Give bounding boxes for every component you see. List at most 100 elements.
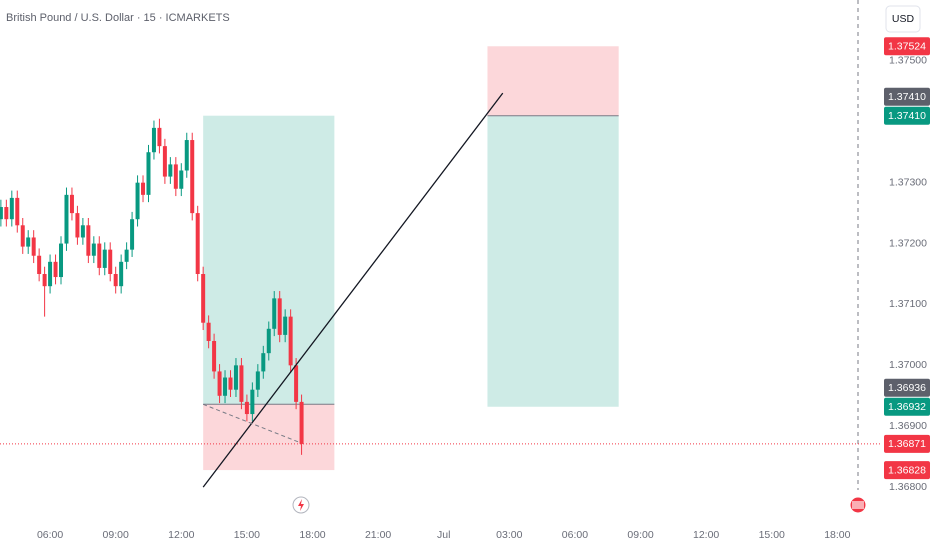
candle-body [64, 194, 69, 244]
event-icon-bolt [298, 499, 304, 511]
candle-body [86, 225, 91, 256]
price-tag-label: 1.36936 [888, 382, 926, 394]
x-tick-label: 06:00 [562, 529, 588, 541]
candle-body [9, 197, 14, 220]
currency: USD [892, 13, 915, 25]
candle-body [288, 316, 293, 366]
x-tick-label: 15:00 [759, 529, 785, 541]
price-tag-label: 1.36871 [888, 438, 926, 450]
trend-line [202, 403, 301, 444]
profit-zone [487, 115, 619, 407]
candle-body [53, 261, 58, 278]
x-tick-label: 09:00 [627, 529, 653, 541]
x-tick-label: 12:00 [693, 529, 719, 541]
price-tag [884, 378, 930, 397]
candle-body [223, 377, 228, 396]
candle-body [179, 170, 184, 189]
candle-body [15, 197, 20, 226]
candle-body [201, 274, 206, 323]
candle-body [206, 322, 211, 341]
x-tick-label: 18:00 [299, 529, 325, 541]
x-tick-label: 06:00 [37, 529, 63, 541]
candle-body [173, 164, 178, 189]
candle-body [91, 243, 96, 256]
x-tick-label: 15:00 [234, 529, 260, 541]
price-tag-label: 1.37410 [888, 110, 926, 122]
candle-body [113, 274, 118, 287]
y-tick-label: 1.37100 [889, 298, 927, 310]
candle-body [283, 316, 288, 335]
flag-stripes [852, 501, 864, 509]
candle-body [272, 298, 277, 329]
x-tick-label: 18:00 [824, 529, 850, 541]
trend-line [202, 92, 504, 488]
price-tag-label: 1.36932 [888, 401, 926, 413]
candle-body [190, 140, 195, 214]
candle-body [80, 225, 85, 238]
price-tag [884, 37, 930, 56]
x-tick-label: 03:00 [496, 529, 522, 541]
loss-zone [487, 46, 619, 116]
candle-body [299, 401, 304, 444]
candle-body [151, 127, 156, 153]
candle-body [162, 146, 167, 177]
y-tick-label: 1.36900 [889, 420, 927, 432]
candle-body [59, 243, 64, 278]
candle-body [135, 182, 140, 220]
x-tick-label: 09:00 [103, 529, 129, 541]
candle-body [239, 365, 244, 402]
chart-title: British Pound / U.S. Dollar · 15 · ICMAR… [6, 12, 230, 24]
y-tick-label: 1.37300 [889, 176, 927, 188]
candle-body [75, 213, 80, 238]
candle-body [26, 237, 31, 247]
price-tag [884, 397, 930, 416]
candle-body [212, 340, 217, 372]
candle-body [146, 152, 151, 195]
y-tick-label: 1.36800 [889, 481, 927, 493]
candle-body [233, 365, 238, 390]
candle-body [42, 274, 47, 287]
price-tag [884, 434, 930, 453]
candle-body [48, 261, 53, 287]
candle-body [108, 249, 113, 275]
currency-box[interactable] [885, 5, 921, 33]
candle-body [119, 261, 124, 287]
y-tick-label: 1.37200 [889, 237, 927, 249]
candle-body [37, 255, 42, 275]
price-tag-label: 1.37524 [888, 41, 926, 53]
candle-body [0, 207, 3, 220]
y-tick-label: 1.37500 [889, 55, 927, 67]
candle-body [157, 127, 162, 147]
candle-body [266, 328, 271, 354]
candle-body [244, 401, 249, 415]
candle-body [168, 164, 173, 177]
candle-body [102, 249, 107, 268]
candle-body [31, 237, 36, 256]
price-tag-label: 1.37410 [888, 91, 926, 103]
candle-body [261, 353, 266, 372]
price-tag [884, 461, 930, 480]
candle-body [97, 243, 102, 268]
candle-body [228, 377, 233, 390]
candle-body [130, 219, 135, 250]
y-tick-label: 1.37000 [889, 359, 927, 371]
candle-body [255, 371, 260, 390]
candle-body [217, 371, 222, 396]
candle-body [4, 207, 9, 220]
candle-body [141, 182, 146, 195]
profit-zone [203, 115, 335, 405]
candle-body [294, 365, 299, 402]
price-tag-label: 1.36828 [888, 464, 926, 476]
candle-body [20, 225, 25, 247]
price-tag [884, 106, 930, 125]
candle-body [195, 213, 200, 275]
price-tag [884, 87, 930, 106]
candle-body [277, 298, 282, 335]
x-tick-label: 21:00 [365, 529, 391, 541]
x-tick-label: Jul [437, 529, 450, 541]
candle-body [69, 194, 74, 214]
candle-body [124, 249, 129, 262]
